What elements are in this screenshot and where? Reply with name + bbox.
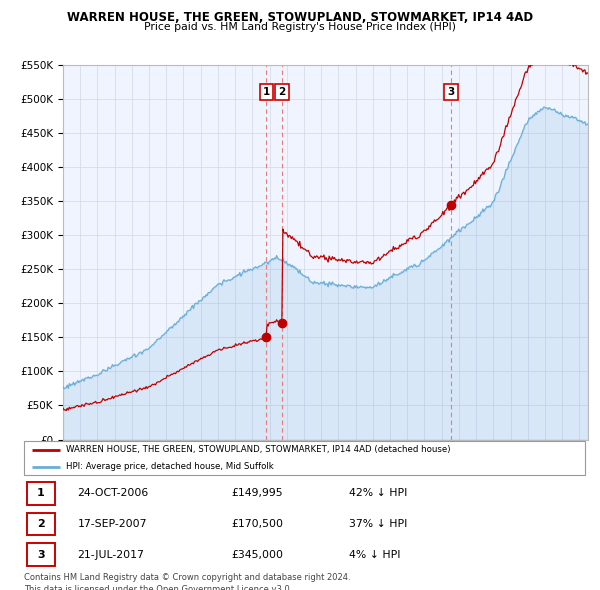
Text: 21-JUL-2017: 21-JUL-2017	[77, 550, 144, 560]
FancyBboxPatch shape	[27, 513, 55, 536]
Text: 17-SEP-2007: 17-SEP-2007	[77, 519, 147, 529]
Text: 3: 3	[448, 87, 455, 97]
Text: £345,000: £345,000	[232, 550, 284, 560]
Text: 4% ↓ HPI: 4% ↓ HPI	[349, 550, 401, 560]
FancyBboxPatch shape	[27, 543, 55, 566]
Text: £149,995: £149,995	[232, 489, 283, 499]
Text: 1: 1	[37, 489, 45, 499]
Text: 24-OCT-2006: 24-OCT-2006	[77, 489, 149, 499]
Text: Price paid vs. HM Land Registry's House Price Index (HPI): Price paid vs. HM Land Registry's House …	[144, 22, 456, 32]
Text: HPI: Average price, detached house, Mid Suffolk: HPI: Average price, detached house, Mid …	[66, 462, 274, 471]
Text: 2: 2	[278, 87, 286, 97]
FancyBboxPatch shape	[24, 441, 585, 475]
Text: Contains HM Land Registry data © Crown copyright and database right 2024.
This d: Contains HM Land Registry data © Crown c…	[24, 573, 350, 590]
Text: WARREN HOUSE, THE GREEN, STOWUPLAND, STOWMARKET, IP14 4AD (detached house): WARREN HOUSE, THE GREEN, STOWUPLAND, STO…	[66, 445, 451, 454]
Text: 2: 2	[37, 519, 45, 529]
Text: 1: 1	[263, 87, 270, 97]
Text: 3: 3	[37, 550, 44, 560]
Text: £170,500: £170,500	[232, 519, 284, 529]
Text: WARREN HOUSE, THE GREEN, STOWUPLAND, STOWMARKET, IP14 4AD: WARREN HOUSE, THE GREEN, STOWUPLAND, STO…	[67, 11, 533, 24]
Text: 37% ↓ HPI: 37% ↓ HPI	[349, 519, 408, 529]
Text: 42% ↓ HPI: 42% ↓ HPI	[349, 489, 408, 499]
FancyBboxPatch shape	[27, 482, 55, 505]
